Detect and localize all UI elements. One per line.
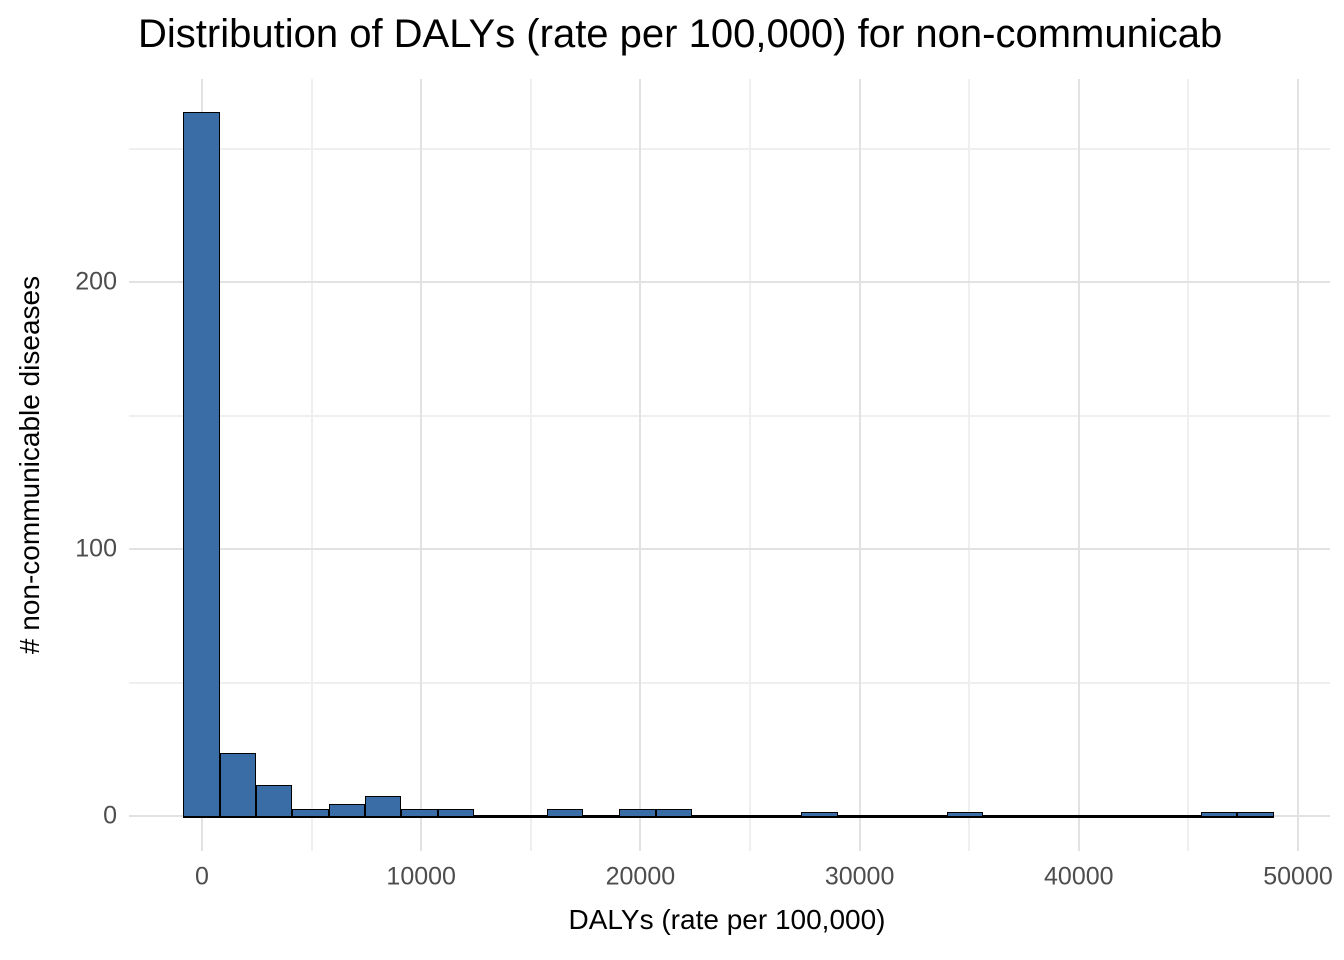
- minor-gridline-horizontal: [129, 147, 1330, 150]
- y-tick-label: 100: [75, 534, 117, 563]
- major-gridline-vertical: [420, 79, 423, 851]
- histogram-bar: [292, 809, 329, 818]
- histogram-bar: [546, 809, 584, 818]
- histogram-bar: [256, 785, 293, 818]
- y-tick-label: 0: [103, 801, 117, 830]
- histogram-bar: [365, 795, 402, 818]
- chart-title: Distribution of DALYs (rate per 100,000)…: [138, 12, 1223, 56]
- x-tick-label: 10000: [386, 862, 456, 891]
- x-tick-label: 0: [195, 862, 209, 891]
- major-gridline-horizontal: [129, 281, 1330, 283]
- minor-gridline-vertical: [529, 79, 532, 851]
- minor-gridline-vertical: [1187, 79, 1190, 851]
- histogram-bar: [655, 809, 693, 818]
- x-axis-title: DALYs (rate per 100,000): [568, 904, 886, 935]
- x-tick-label: 40000: [1044, 862, 1114, 891]
- y-axis-title: # non-communicable diseases: [14, 275, 45, 655]
- major-gridline-vertical: [1297, 79, 1299, 851]
- minor-gridline-vertical: [968, 79, 971, 851]
- major-gridline-horizontal: [129, 548, 1330, 550]
- x-tick-label: 50000: [1263, 862, 1333, 891]
- major-gridline-vertical: [1077, 79, 1080, 851]
- histogram-bar: [401, 809, 438, 818]
- minor-gridline-horizontal: [129, 414, 1330, 417]
- major-gridline-vertical: [639, 79, 642, 851]
- minor-gridline-horizontal: [129, 681, 1330, 684]
- histogram-baseline: [183, 814, 1274, 818]
- histogram-bar: [437, 809, 475, 818]
- minor-gridline-vertical: [749, 79, 751, 851]
- major-gridline-vertical: [858, 79, 861, 851]
- histogram-bar: [1237, 811, 1274, 818]
- histogram-bar: [328, 803, 366, 818]
- histogram-bar: [219, 753, 257, 818]
- chart-panel: [129, 79, 1330, 851]
- histogram-bar: [946, 811, 983, 818]
- histogram-bar: [1200, 811, 1238, 818]
- y-tick-label: 200: [75, 267, 117, 296]
- x-tick-label: 20000: [605, 862, 676, 891]
- histogram-bar: [619, 809, 656, 818]
- histogram-bar: [183, 112, 220, 818]
- x-tick-label: 30000: [824, 862, 895, 891]
- histogram-bar: [801, 811, 838, 818]
- minor-gridline-vertical: [310, 79, 313, 851]
